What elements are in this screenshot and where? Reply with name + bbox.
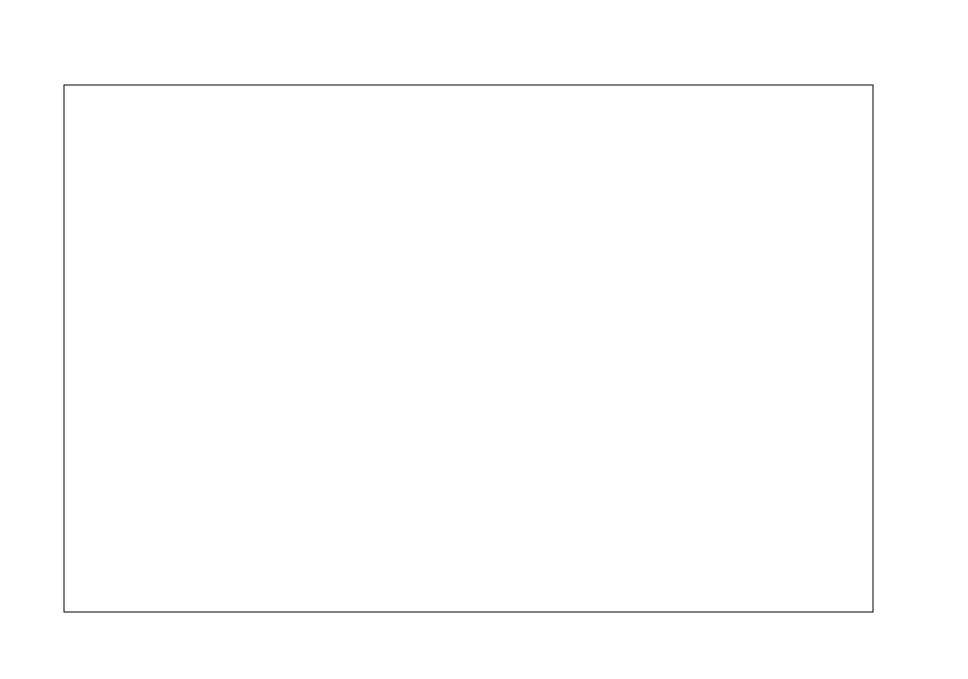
plot-frame	[63, 84, 874, 613]
